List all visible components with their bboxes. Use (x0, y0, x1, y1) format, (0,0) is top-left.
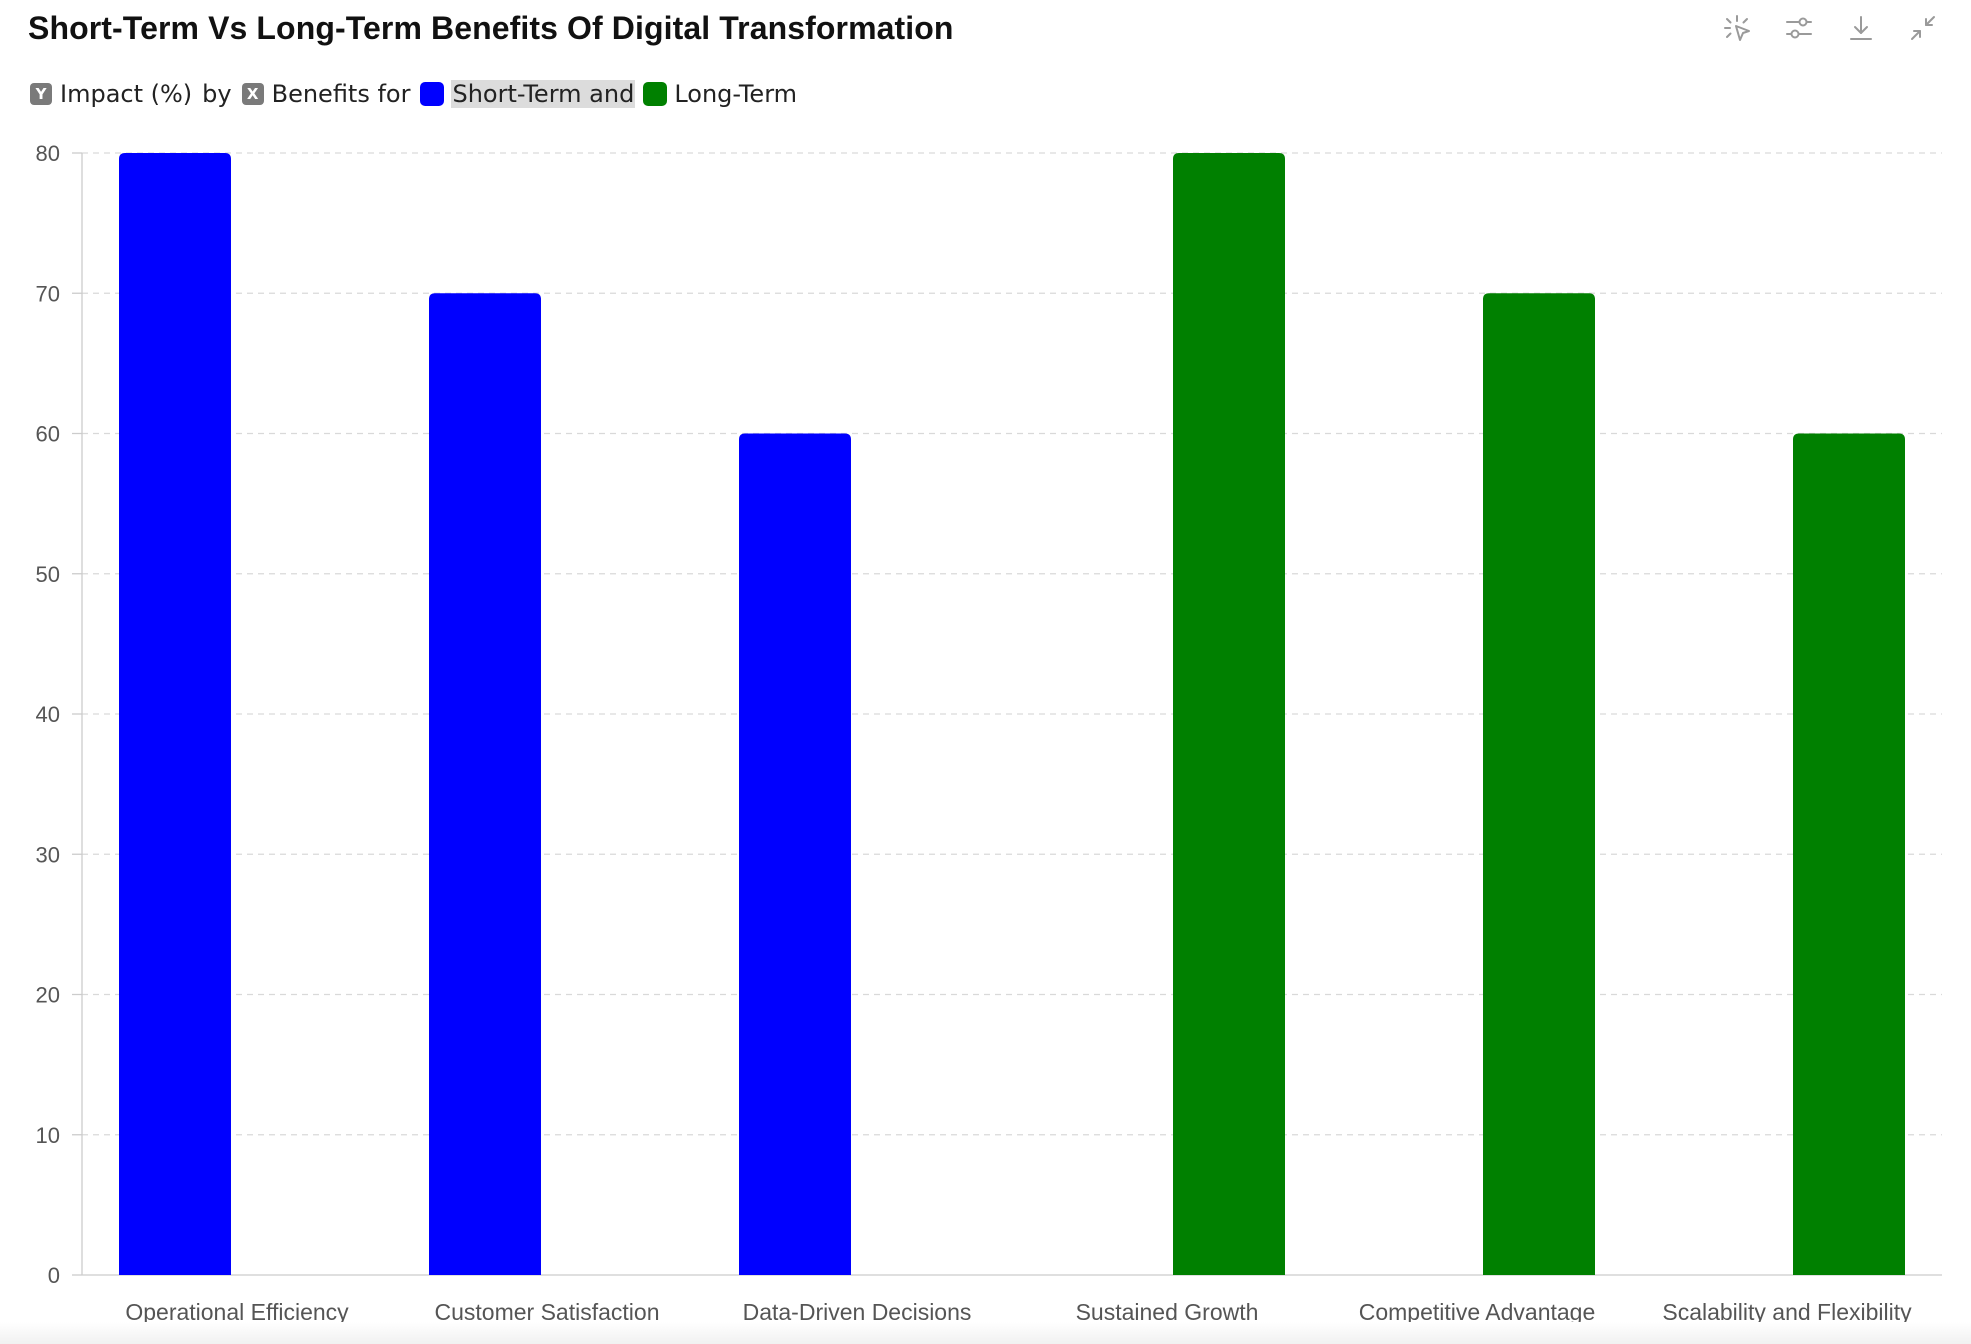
x-tick-label: Sustained Growth (1076, 1299, 1259, 1325)
x-axis-badge: X (241, 83, 264, 105)
y-tick-label: 20 (36, 983, 60, 1008)
grid-lines (82, 152, 1942, 1136)
x-tick-label: Competitive Advantage (1359, 1299, 1596, 1325)
y-tick-label: 30 (36, 842, 60, 867)
chart-title: Short-Term Vs Long-Term Benefits Of Digi… (28, 10, 954, 46)
y-tick-label: 80 (36, 141, 60, 166)
x-tick-label: Customer Satisfaction (435, 1299, 660, 1325)
bar-short-term[interactable] (119, 153, 231, 1275)
sliders-icon[interactable] (1781, 10, 1817, 46)
bars (119, 153, 1905, 1275)
y-tick-label: 40 (36, 702, 60, 727)
y-tick-label: 70 (36, 281, 60, 306)
chart-toolbar (1719, 10, 1941, 46)
x-axis-field-label: Benefits for (271, 80, 411, 108)
bar-short-term[interactable] (739, 433, 851, 1276)
by-text: by (202, 80, 232, 108)
pointer-select-icon[interactable] (1719, 10, 1755, 46)
legend-swatch-short-term[interactable] (420, 82, 445, 106)
legend-swatch-long-term[interactable] (643, 82, 668, 106)
bar-short-term[interactable] (429, 293, 541, 1275)
download-icon[interactable] (1843, 10, 1879, 46)
y-tick-label: 0 (48, 1263, 60, 1288)
bottom-edge-shadow (0, 1322, 1971, 1344)
bar-long-term[interactable] (1793, 433, 1905, 1276)
axes (72, 152, 1942, 1276)
y-tick-label: 60 (36, 422, 60, 447)
legend-label-long-term[interactable]: Long-Term (674, 80, 798, 108)
x-tick-label: Scalability and Flexibility (1662, 1299, 1912, 1325)
chart-legend: Y Impact (%) by X Benefits for Short-Ter… (30, 78, 807, 110)
axis-labels: 0 10 20 30 40 50 60 70 80 Operational Efficiency C… (36, 141, 1913, 1325)
legend-label-short-term[interactable]: Short-Term and (451, 80, 636, 108)
y-axis-field-label: Impact (%) (60, 80, 193, 108)
x-tick-label: Data-Driven Decisions (743, 1299, 972, 1325)
bar-long-term[interactable] (1483, 293, 1595, 1275)
bar-long-term[interactable] (1173, 153, 1285, 1275)
y-tick-label: 50 (36, 562, 60, 587)
y-tick-label: 10 (36, 1123, 60, 1148)
y-axis-badge: Y (30, 83, 52, 105)
collapse-icon[interactable] (1905, 10, 1941, 46)
x-tick-label: Operational Efficiency (125, 1299, 349, 1325)
